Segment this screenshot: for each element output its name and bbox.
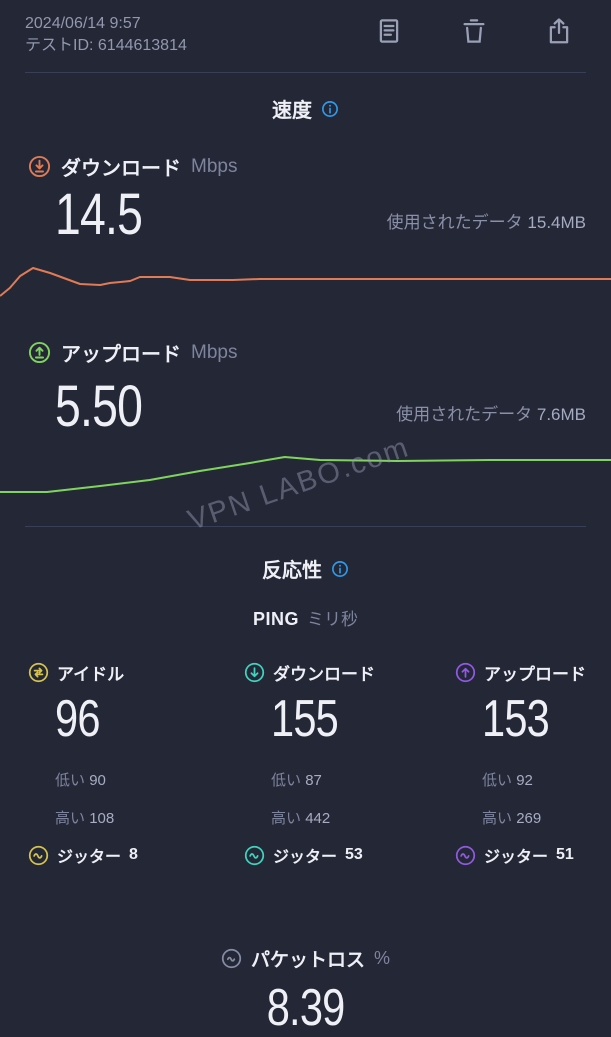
speed-title-text: 速度: [272, 100, 312, 123]
upload-sparkline: [0, 448, 611, 500]
test-id: テストID: 6144613814: [25, 36, 187, 54]
download-value-row: 14.5 使用されたデータ 15.4MB: [55, 182, 586, 248]
upload-ping-low: 低い 92: [482, 772, 533, 790]
upload-value: 5.50: [55, 374, 143, 440]
idle-ping-value: 96: [55, 690, 100, 749]
idle-jitter-row: ジッター 8: [28, 843, 244, 867]
ping-header: PING ミリ秒: [0, 605, 611, 630]
idle-jitter-label: ジッター: [57, 849, 122, 867]
upload-ping-high: 高い 269: [482, 810, 542, 828]
download-jitter-value: 53: [345, 846, 363, 864]
idle-jitter-icon: [28, 845, 49, 866]
upload-ping-icon: [455, 662, 476, 683]
ping-column-idle: アイドル 96 低い 90 高い 108 ジッター 8: [28, 660, 244, 867]
upload-metric-row: アップロード Mbps: [28, 338, 611, 367]
download-value: 14.5: [55, 182, 143, 248]
upload-jitter-value: 51: [556, 846, 574, 864]
responsiveness-title-text: 反応性: [262, 560, 322, 583]
upload-unit: Mbps: [191, 341, 238, 363]
upload-ping-value: 153: [482, 690, 550, 749]
upload-jitter-row: ジッター 51: [455, 843, 611, 867]
ping-unit: ミリ秒: [307, 610, 358, 630]
idle-ping-label: アイドル: [57, 665, 125, 685]
download-ping-low: 低い 87: [271, 772, 322, 790]
ping-column-upload: アップロード 153 低い 92 高い 269 ジッター 51: [455, 660, 611, 867]
ping-column-download: ダウンロード 155 低い 87 高い 442 ジッター 53: [244, 660, 455, 867]
download-sparkline: [0, 250, 611, 298]
upload-label: アップロード: [61, 344, 181, 367]
upload-data-used: 使用されたデータ 7.6MB: [396, 405, 586, 425]
download-ping-icon: [244, 662, 265, 683]
download-label: ダウンロード: [61, 158, 181, 181]
download-jitter-row: ジッター 53: [244, 843, 455, 867]
header-divider: [25, 72, 586, 74]
upload-jitter-label: ジッター: [484, 849, 549, 867]
speed-info-icon[interactable]: [321, 100, 339, 118]
download-jitter-label: ジッター: [273, 849, 338, 867]
download-data-used: 使用されたデータ 15.4MB: [386, 213, 586, 233]
download-jitter-icon: [244, 845, 265, 866]
packet-loss-label: パケットロス: [250, 950, 365, 972]
download-ping-label: ダウンロード: [273, 665, 375, 685]
download-ping-high: 高い 442: [271, 810, 331, 828]
ping-label: PING: [252, 609, 299, 630]
ping-grid: アイドル 96 低い 90 高い 108 ジッター 8: [0, 660, 611, 867]
download-ping-value: 155: [271, 690, 339, 749]
responsiveness-info-icon[interactable]: [331, 560, 349, 578]
share-icon[interactable]: [544, 16, 574, 46]
idle-ping-high: 高い 108: [55, 810, 115, 828]
packet-loss-section: パケットロス % 8.39: [0, 945, 611, 1034]
upload-ping-label: アップロード: [484, 665, 586, 685]
test-datetime: 2024/06/14 9:57: [25, 15, 141, 32]
upload-jitter-icon: [455, 845, 476, 866]
responsiveness-section-title: 反応性: [0, 554, 611, 583]
section-divider: [25, 526, 586, 528]
upload-icon: [28, 341, 51, 364]
idle-jitter-value: 8: [129, 846, 138, 864]
header: 2024/06/14 9:57 テストID: 6144613814: [0, 0, 611, 56]
upload-value-row: 5.50 使用されたデータ 7.6MB: [55, 374, 586, 440]
idle-ping-low: 低い 90: [55, 772, 106, 790]
download-icon: [28, 155, 51, 178]
results-list-icon[interactable]: [374, 16, 404, 46]
delete-result-icon[interactable]: [459, 16, 489, 46]
download-metric-row: ダウンロード Mbps: [28, 152, 611, 181]
packet-loss-value: 8.39: [266, 979, 346, 1037]
download-unit: Mbps: [191, 155, 238, 177]
packet-loss-icon: [221, 948, 242, 969]
speed-section-title: 速度: [0, 94, 611, 123]
packet-loss-unit: %: [374, 948, 391, 969]
idle-ping-icon: [28, 662, 49, 683]
